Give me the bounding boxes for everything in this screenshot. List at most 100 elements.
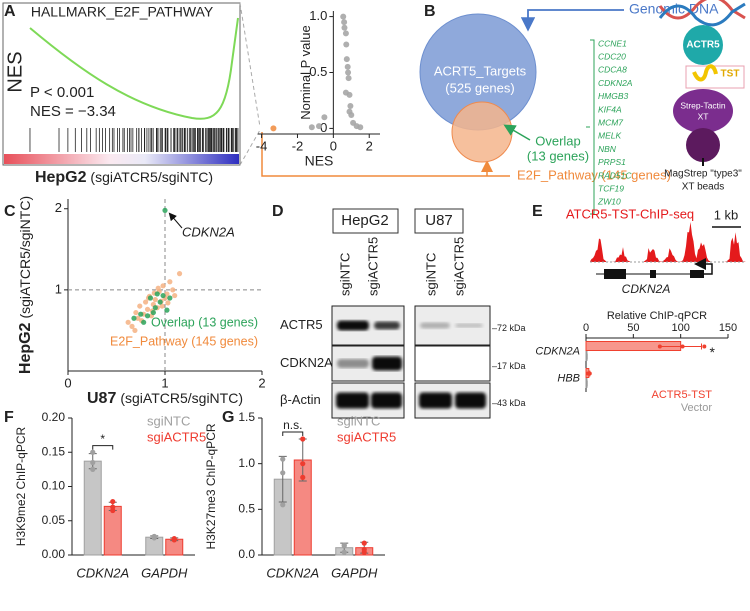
lane-label: sgiACTR5: [451, 237, 466, 296]
point: [657, 344, 662, 349]
overlap-name: Overlap: [535, 133, 581, 148]
strep-label: Strep-Tactin: [680, 100, 726, 110]
y-tick-label: 0.5: [238, 502, 255, 516]
point: [170, 287, 176, 293]
point: [357, 124, 364, 131]
legend-entry: E2F_Pathway (145 genes): [110, 334, 258, 348]
exon: [650, 270, 656, 278]
strep-label: XT: [698, 111, 709, 121]
y-tick-label: 0.15: [42, 444, 66, 458]
band: [420, 322, 450, 329]
panel-letter: F: [4, 409, 14, 426]
point: [340, 13, 347, 20]
gene-list: CCNE1 CDC20 CDCA8 CDKN2A HMGB3 KIF4A MCM7 MELK N…: [597, 38, 633, 206]
point: [164, 291, 170, 297]
chart-title: Relative ChIP-qPCR: [607, 310, 707, 322]
lane-label: sgiNTC: [423, 253, 438, 296]
dna-strand: [658, 2, 746, 27]
point: [361, 546, 367, 553]
point: [345, 69, 352, 76]
band: [337, 320, 369, 331]
category-label: GAPDH: [141, 565, 188, 580]
point: [702, 344, 707, 349]
connector: [261, 132, 510, 177]
label-part: U87: [87, 390, 116, 407]
point: [167, 279, 173, 285]
point: [133, 309, 139, 316]
point: [138, 311, 144, 317]
point: [347, 103, 354, 110]
band: [455, 323, 483, 328]
point: [125, 319, 131, 325]
panel-letter: C: [4, 203, 16, 220]
legend-entry: sgiACTR5: [147, 429, 206, 444]
point: [162, 207, 168, 213]
y-tick-label: 1.0: [309, 8, 327, 23]
p-value: P < 0.001: [30, 84, 94, 101]
category-label: GAPDH: [331, 565, 378, 580]
protein-label: ACTR5: [280, 317, 323, 332]
y-tick-label: 1.0: [238, 456, 255, 470]
cell-line: HepG2: [341, 212, 389, 229]
y-tick-label: 1.5: [238, 410, 255, 424]
point: [159, 303, 165, 309]
gene: TCF19: [598, 183, 624, 193]
annotation: *: [709, 344, 715, 360]
point: [110, 498, 116, 505]
annotation-arrow: [168, 212, 183, 229]
annotation: n.s.: [283, 418, 302, 432]
tss-arrow: [694, 258, 713, 275]
bar: [103, 505, 122, 556]
y-label: H3K9me2 ChIP-qPCR: [14, 426, 28, 546]
targets-name: ACRT5_Targets: [434, 63, 527, 78]
gene: ZW10: [597, 197, 621, 207]
dna-strand: [658, 0, 746, 20]
x-tick-label: 0: [64, 375, 71, 390]
targets-count: (525 genes): [445, 80, 514, 95]
y-tick-label: 0: [320, 120, 327, 135]
legend-entry: ACTR5-TST: [652, 389, 713, 401]
point: [300, 436, 306, 442]
size-label: –72 kDa: [492, 323, 526, 333]
overlap-arrow: [503, 124, 531, 141]
chip-signal: [590, 222, 746, 262]
point: [321, 114, 328, 121]
point: [341, 19, 348, 26]
point: [90, 449, 96, 455]
lane-label: sgiACTR5: [365, 237, 380, 296]
label-part: HepG2: [17, 322, 34, 374]
legend-entry: Overlap (13 genes): [151, 315, 258, 329]
band: [455, 392, 486, 409]
exon: [690, 270, 704, 278]
point: [137, 303, 143, 309]
point: [135, 315, 141, 321]
comparison: (sgiATCR5/sgiNTC): [90, 169, 213, 185]
gene: RAD51C: [598, 170, 632, 180]
gene-name: CDKN2A: [622, 282, 671, 296]
category-label: CDKN2A: [535, 345, 580, 357]
band: [336, 392, 369, 409]
cell-comparison: HepG2 (sgiATCR5/sgiNTC): [35, 169, 213, 187]
point: [680, 344, 685, 349]
band: [337, 359, 369, 368]
band: [374, 321, 400, 330]
x-tick-label: 50: [627, 322, 639, 334]
point: [346, 108, 353, 115]
panel-letter: D: [272, 203, 284, 220]
lane-label: sgiNTC: [337, 253, 352, 296]
y-tick-label: 1: [55, 281, 62, 296]
x-tick-label: 1: [161, 375, 168, 390]
point: [171, 535, 177, 542]
point: [110, 504, 116, 510]
error-bar: [586, 353, 588, 360]
significance-bracket: [92, 445, 114, 450]
protein-label: CDKN2A: [280, 355, 333, 370]
gene: MCM7: [598, 117, 623, 127]
gene: MELK: [598, 131, 621, 141]
legend-entry: sgiNTC: [147, 413, 190, 428]
tst-label: TST: [721, 69, 740, 80]
error-bar: [278, 455, 287, 503]
point: [587, 371, 592, 376]
legend-entry: sgiACTR5: [337, 429, 396, 444]
